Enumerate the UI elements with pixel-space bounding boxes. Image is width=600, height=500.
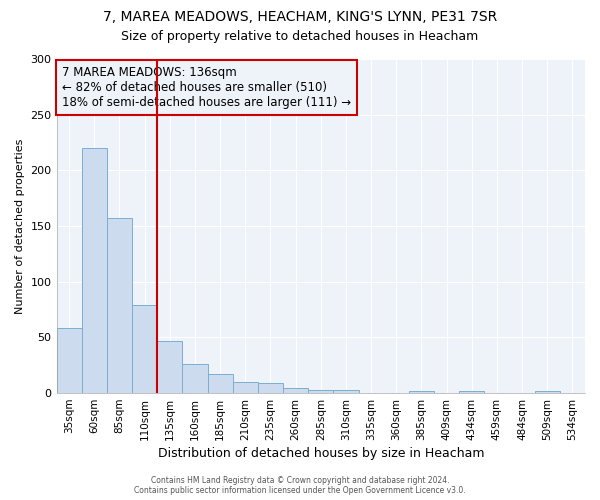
- X-axis label: Distribution of detached houses by size in Heacham: Distribution of detached houses by size …: [158, 447, 484, 460]
- Bar: [308, 390, 334, 393]
- Text: 7, MAREA MEADOWS, HEACHAM, KING'S LYNN, PE31 7SR: 7, MAREA MEADOWS, HEACHAM, KING'S LYNN, …: [103, 10, 497, 24]
- Text: Size of property relative to detached houses in Heacham: Size of property relative to detached ho…: [121, 30, 479, 43]
- Bar: [409, 391, 434, 393]
- Bar: [334, 390, 359, 393]
- Bar: [107, 218, 132, 393]
- Bar: [233, 382, 258, 393]
- Bar: [258, 383, 283, 393]
- Text: Contains HM Land Registry data © Crown copyright and database right 2024.
Contai: Contains HM Land Registry data © Crown c…: [134, 476, 466, 495]
- Bar: [82, 148, 107, 393]
- Bar: [459, 391, 484, 393]
- Text: 7 MAREA MEADOWS: 136sqm
← 82% of detached houses are smaller (510)
18% of semi-d: 7 MAREA MEADOWS: 136sqm ← 82% of detache…: [62, 66, 351, 108]
- Bar: [132, 305, 157, 393]
- Bar: [208, 374, 233, 393]
- Bar: [535, 391, 560, 393]
- Bar: [283, 388, 308, 393]
- Bar: [157, 340, 182, 393]
- Bar: [182, 364, 208, 393]
- Y-axis label: Number of detached properties: Number of detached properties: [15, 138, 25, 314]
- Bar: [56, 328, 82, 393]
